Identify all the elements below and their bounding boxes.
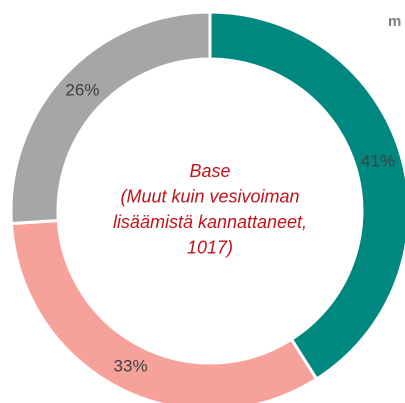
data-label: 41%	[361, 152, 395, 171]
center-text: Base	[189, 161, 230, 181]
center-text: (Muut kuin vesivoiman	[120, 186, 299, 206]
donut-segment	[208, 10, 405, 382]
donut-segment	[9, 218, 319, 403]
center-text: 1017)	[187, 237, 233, 257]
donut-segment	[9, 10, 212, 226]
data-label: 33%	[114, 356, 148, 375]
center-text: lisäämistä kannattaneet,	[113, 212, 307, 232]
legend-fragment: m	[388, 13, 401, 30]
data-label: 26%	[65, 81, 99, 100]
